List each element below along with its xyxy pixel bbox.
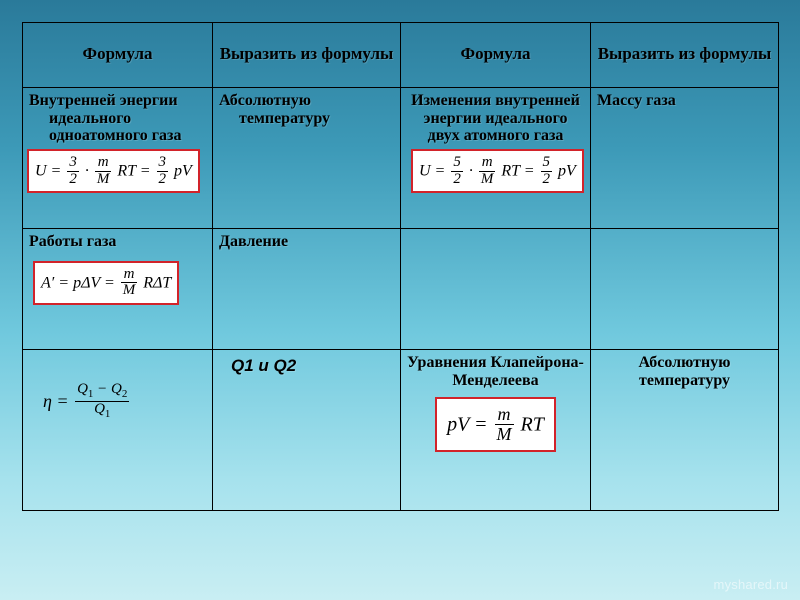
cell-title-line: одноатомного газа — [27, 127, 208, 145]
watermark: myshared.ru — [714, 577, 788, 592]
formula-table: Формула Выразить из формулы Формула Выра… — [22, 22, 779, 511]
cell-title-line: Менделеева — [405, 372, 586, 390]
cell-title-line: Массу газа — [595, 92, 774, 110]
cell-express-q1q2: Q1 и Q2 — [213, 350, 401, 511]
cell-title-line: температуру — [595, 372, 774, 390]
header-cell: Выразить из формулы — [213, 23, 401, 88]
header-cell: Выразить из формулы — [591, 23, 779, 88]
cell-title-line: Работы газа — [27, 233, 208, 251]
cell-empty — [401, 229, 591, 350]
cell-express-temperature: Абсолютную температуру — [213, 88, 401, 229]
cell-internal-energy-mono: Внутренней энергии идеального одноатомно… — [23, 88, 213, 229]
cell-title-line: Абсолютную — [217, 92, 396, 110]
cell-efficiency: η = Q1 − Q2Q1 — [23, 350, 213, 511]
table-row: Внутренней энергии идеального одноатомно… — [23, 88, 779, 229]
table-header-row: Формула Выразить из формулы Формула Выра… — [23, 23, 779, 88]
formula-internal-energy-mono: U = 32 · mM RT = 32 pV — [27, 149, 200, 194]
formula-gas-work: A′ = pΔV = mM RΔT — [33, 261, 179, 306]
header-cell: Формула — [23, 23, 213, 88]
cell-gas-work: Работы газа A′ = pΔV = mM RΔT — [23, 229, 213, 350]
cell-express-pressure: Давление — [213, 229, 401, 350]
cell-title-line: Изменения внутренней — [405, 92, 586, 110]
cell-express-mass: Массу газа — [591, 88, 779, 229]
cell-title-line: Уравнения Клапейрона- — [405, 354, 586, 372]
cell-clapeyron: Уравнения Клапейрона- Менделеева pV = mM… — [401, 350, 591, 511]
table-row: η = Q1 − Q2Q1 Q1 и Q2 Уравнения Клапейро… — [23, 350, 779, 511]
slide: Формула Выразить из формулы Формула Выра… — [0, 0, 800, 600]
cell-title-line: температуру — [217, 110, 396, 128]
cell-internal-energy-di: Изменения внутренней энергии идеального … — [401, 88, 591, 229]
cell-title-line: Давление — [217, 233, 396, 251]
cell-express-temperature-2: Абсолютную температуру — [591, 350, 779, 511]
cell-title-line: Абсолютную — [595, 354, 774, 372]
q1q2-label: Q1 и Q2 — [217, 354, 396, 376]
formula-clapeyron: pV = mM RT — [435, 397, 556, 452]
table-row: Работы газа A′ = pΔV = mM RΔT Давление — [23, 229, 779, 350]
cell-title-line: идеального — [27, 110, 208, 128]
cell-title-line: энергии идеального — [405, 110, 586, 128]
cell-empty — [591, 229, 779, 350]
formula-efficiency: η = Q1 − Q2Q1 — [37, 378, 137, 424]
cell-title-line: двух атомного газа — [405, 127, 586, 145]
header-cell: Формула — [401, 23, 591, 88]
formula-internal-energy-di: U = 52 · mM RT = 52 pV — [411, 149, 584, 194]
cell-title-line: Внутренней энергии — [27, 92, 208, 110]
